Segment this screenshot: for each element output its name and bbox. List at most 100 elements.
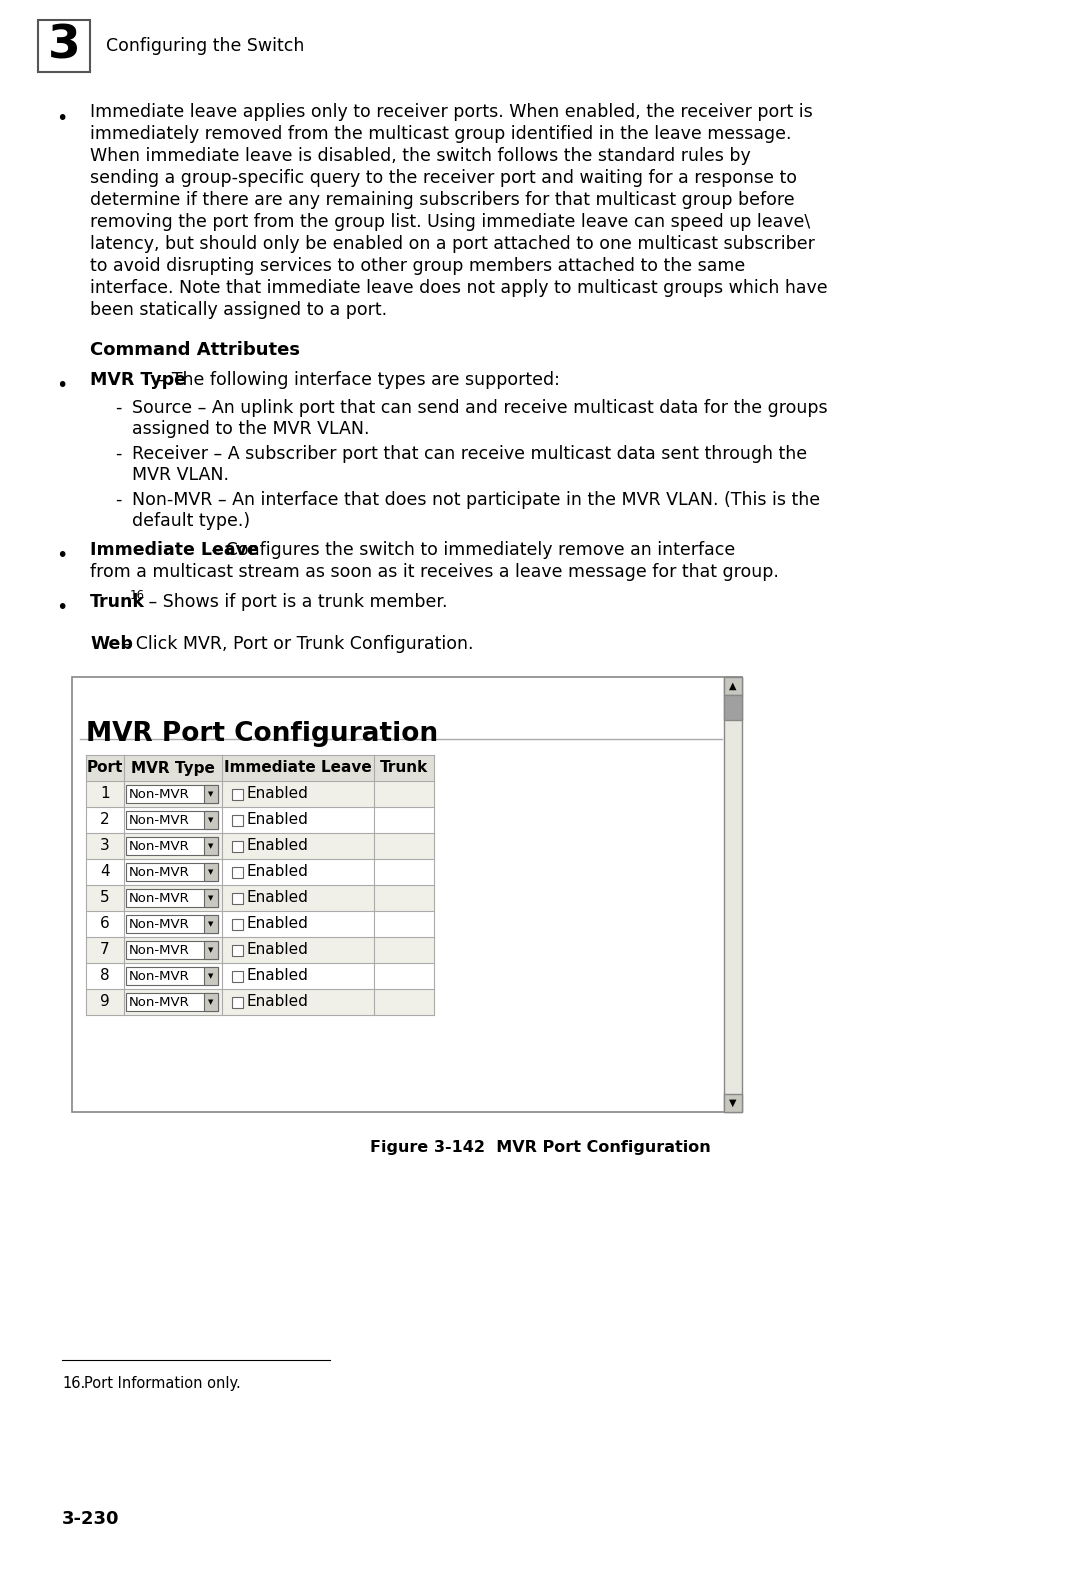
Text: 6: 6 (100, 917, 110, 931)
Text: Enabled: Enabled (247, 917, 309, 931)
Bar (86, 962, 434, 989)
Text: interface. Note that immediate leave does not apply to multicast groups which ha: interface. Note that immediate leave doe… (90, 279, 827, 297)
Bar (232, 997, 243, 1008)
Bar (204, 992, 218, 1011)
Text: •: • (56, 546, 68, 565)
Bar (86, 859, 434, 885)
Text: assigned to the MVR VLAN.: assigned to the MVR VLAN. (132, 421, 369, 438)
Text: from a multicast stream as soon as it receives a leave message for that group.: from a multicast stream as soon as it re… (90, 564, 779, 581)
Text: Non-MVR: Non-MVR (129, 995, 190, 1008)
Bar (232, 840, 243, 851)
Bar (86, 911, 434, 937)
Text: sending a group-specific query to the receiver port and waiting for a response t: sending a group-specific query to the re… (90, 170, 797, 187)
Text: Enabled: Enabled (247, 969, 309, 983)
Text: Figure 3-142  MVR Port Configuration: Figure 3-142 MVR Port Configuration (369, 1140, 711, 1156)
Text: Enabled: Enabled (247, 994, 309, 1010)
Bar (86, 807, 434, 834)
Text: Enabled: Enabled (247, 942, 309, 958)
Text: ▼: ▼ (208, 791, 214, 798)
Bar (204, 967, 218, 984)
Text: Non-MVR: Non-MVR (129, 865, 190, 879)
Bar (232, 918, 243, 929)
Text: Non-MVR: Non-MVR (129, 788, 190, 801)
Text: Immediate Leave: Immediate Leave (225, 760, 372, 776)
Bar (232, 788, 243, 799)
Text: Port Information only.: Port Information only. (84, 1375, 241, 1391)
Text: MVR VLAN.: MVR VLAN. (132, 466, 229, 484)
Text: Immediate leave applies only to receiver ports. When enabled, the receiver port : Immediate leave applies only to receiver… (90, 104, 813, 121)
Text: Web: Web (90, 634, 133, 653)
Text: Non-MVR: Non-MVR (129, 970, 190, 983)
Text: – Configures the switch to immediately remove an interface: – Configures the switch to immediately r… (206, 542, 735, 559)
Text: default type.): default type.) (132, 512, 251, 531)
Text: Non-MVR: Non-MVR (129, 840, 190, 853)
Text: determine if there are any remaining subscribers for that multicast group before: determine if there are any remaining sub… (90, 192, 795, 209)
Bar (126, 785, 218, 802)
Bar (204, 864, 218, 881)
Bar (126, 837, 218, 856)
Text: Configuring the Switch: Configuring the Switch (106, 38, 305, 55)
Text: 5: 5 (100, 890, 110, 906)
Bar (204, 889, 218, 907)
Text: Port: Port (86, 760, 123, 776)
Text: Non-MVR – An interface that does not participate in the MVR VLAN. (This is the: Non-MVR – An interface that does not par… (132, 491, 820, 509)
Text: Enabled: Enabled (247, 865, 309, 879)
Text: MVR Type: MVR Type (131, 760, 215, 776)
Text: Non-MVR: Non-MVR (129, 944, 190, 956)
Text: 3: 3 (48, 24, 80, 69)
Bar (204, 812, 218, 829)
Text: •: • (56, 108, 68, 129)
Text: ▼: ▼ (208, 999, 214, 1005)
Bar (86, 989, 434, 1014)
Text: ▼: ▼ (208, 816, 214, 823)
Bar (204, 785, 218, 802)
Text: immediately removed from the multicast group identified in the leave message.: immediately removed from the multicast g… (90, 126, 792, 143)
Bar (204, 915, 218, 933)
Text: to avoid disrupting services to other group members attached to the same: to avoid disrupting services to other gr… (90, 257, 745, 275)
Text: 8: 8 (100, 969, 110, 983)
Bar (126, 915, 218, 933)
Text: 3: 3 (100, 838, 110, 854)
Text: Source – An uplink port that can send and receive multicast data for the groups: Source – An uplink port that can send an… (132, 399, 827, 418)
Text: Enabled: Enabled (247, 838, 309, 854)
Text: Enabled: Enabled (247, 890, 309, 906)
Text: Non-MVR: Non-MVR (129, 917, 190, 931)
Text: removing the port from the group list. Using immediate leave can speed up leave\: removing the port from the group list. U… (90, 214, 810, 231)
Bar (724, 677, 742, 1112)
Text: Trunk: Trunk (90, 593, 145, 611)
Text: 9: 9 (100, 994, 110, 1010)
Bar (232, 970, 243, 981)
Text: 16: 16 (130, 589, 145, 601)
Bar (204, 837, 218, 856)
Bar (126, 992, 218, 1011)
Bar (204, 940, 218, 959)
Bar (724, 1094, 742, 1112)
Text: ▼: ▼ (208, 843, 214, 849)
Bar (38, 20, 90, 72)
Bar (232, 945, 243, 956)
Bar (126, 940, 218, 959)
Text: ▼: ▼ (208, 947, 214, 953)
Text: ▼: ▼ (208, 973, 214, 980)
Text: Trunk: Trunk (380, 760, 428, 776)
Text: Enabled: Enabled (247, 787, 309, 802)
Bar (126, 812, 218, 829)
Text: Receiver – A subscriber port that can receive multicast data sent through the: Receiver – A subscriber port that can re… (132, 444, 807, 463)
Text: – The following interface types are supported:: – The following interface types are supp… (152, 371, 559, 389)
Text: ▼: ▼ (208, 895, 214, 901)
Bar (126, 889, 218, 907)
Text: – Shows if port is a trunk member.: – Shows if port is a trunk member. (143, 593, 447, 611)
Text: When immediate leave is disabled, the switch follows the standard rules by: When immediate leave is disabled, the sw… (90, 148, 751, 165)
Bar (126, 864, 218, 881)
Text: 16.: 16. (62, 1375, 85, 1391)
Text: MVR Type: MVR Type (90, 371, 186, 389)
Text: 7: 7 (100, 942, 110, 958)
Text: Command Attributes: Command Attributes (90, 341, 300, 360)
Text: Immediate Leave: Immediate Leave (90, 542, 259, 559)
Text: •: • (56, 375, 68, 396)
Text: 3-230: 3-230 (62, 1510, 120, 1528)
Text: 2: 2 (100, 813, 110, 827)
Text: Non-MVR: Non-MVR (129, 892, 190, 904)
Text: latency, but should only be enabled on a port attached to one multicast subscrib: latency, but should only be enabled on a… (90, 236, 815, 253)
Bar (86, 885, 434, 911)
